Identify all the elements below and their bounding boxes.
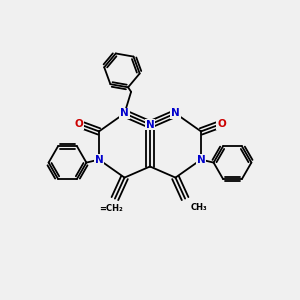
Text: N: N xyxy=(120,108,129,118)
Text: =CH₂: =CH₂ xyxy=(99,204,123,213)
Text: N: N xyxy=(146,119,154,130)
Text: CH₃: CH₃ xyxy=(190,203,207,212)
Text: N: N xyxy=(94,154,103,165)
Text: N: N xyxy=(196,154,206,165)
Text: N: N xyxy=(171,108,180,118)
Text: O: O xyxy=(74,119,83,129)
Text: O: O xyxy=(217,119,226,129)
